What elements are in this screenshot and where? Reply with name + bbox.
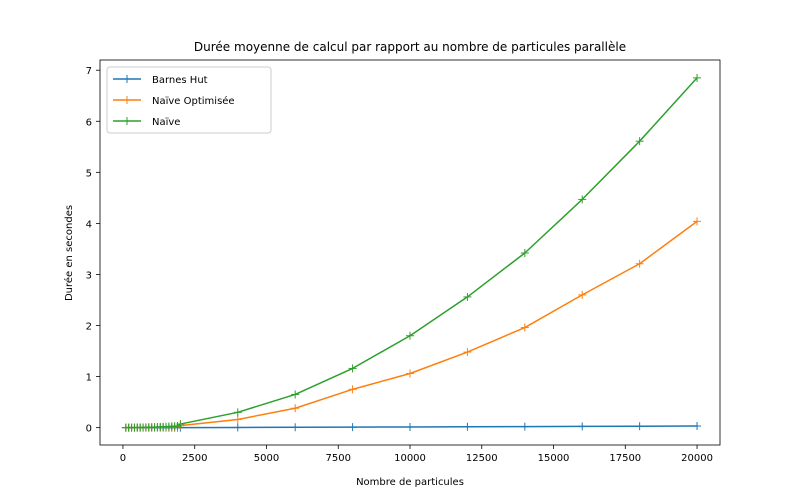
data-point (233, 423, 242, 432)
series-line (125, 220, 698, 429)
data-point (291, 423, 300, 432)
legend-item: Naïve Optimisée (113, 95, 235, 107)
legend-label: Naïve Optimisée (152, 95, 235, 107)
data-point (578, 422, 587, 431)
y-tick-label: 0 (86, 424, 92, 435)
data-point (348, 385, 357, 394)
y-axis-title: Durée en secondes (63, 205, 75, 301)
data-point (520, 422, 529, 431)
x-tick-label: 17500 (609, 453, 641, 464)
data-point (520, 249, 529, 258)
x-tick-label: 0 (120, 453, 126, 464)
data-point (348, 423, 357, 432)
legend-label: Naïve (152, 117, 180, 128)
data-point (693, 422, 702, 431)
y-tick-label: 5 (86, 168, 92, 179)
data-point (406, 422, 414, 431)
data-point (233, 408, 242, 417)
legend-label: Barnes Hut (152, 75, 208, 86)
x-axis-title: Nombre de particules (356, 477, 464, 488)
y-tick-label: 2 (86, 322, 92, 333)
data-point (635, 137, 644, 146)
data-point (693, 73, 702, 82)
data-point (348, 364, 357, 373)
x-tick-label: 10000 (394, 453, 426, 464)
x-tick-label: 2500 (182, 453, 207, 464)
legend-item: Naïve (113, 117, 180, 128)
data-point (233, 415, 242, 424)
legend: Barnes Hut Naïve Optimisée Naïve (106, 66, 272, 134)
data-point (578, 195, 587, 204)
y-tick-label: 3 (86, 270, 92, 281)
axes: 0 2500 5000 7500 10000 12500 15000 17500 20000 0 1… (86, 59, 721, 464)
data-point (176, 420, 185, 429)
y-tick-label: 4 (86, 219, 92, 230)
x-tick-label: 12500 (466, 453, 498, 464)
plot-area (121, 73, 702, 432)
x-tick-label: 20000 (681, 453, 713, 464)
data-point (635, 259, 644, 268)
data-point (406, 331, 414, 340)
legend-item: Barnes Hut (113, 75, 208, 86)
x-tick-label: 15000 (538, 453, 570, 464)
y-tick-label: 6 (86, 117, 92, 128)
data-point (406, 369, 414, 378)
y-tick-label: 1 (86, 373, 92, 384)
data-point (578, 290, 587, 299)
legend-box (106, 66, 272, 134)
data-point (291, 390, 300, 399)
data-point (291, 404, 300, 413)
x-tick-label: 7500 (326, 453, 351, 464)
chart-title: Durée moyenne de calcul par rapport au n… (194, 40, 626, 54)
y-tick-label: 7 (86, 66, 92, 77)
data-point (463, 348, 472, 357)
data-point (520, 323, 529, 332)
data-point (463, 422, 472, 431)
data-point (693, 217, 702, 226)
data-point (635, 422, 644, 431)
data-point (463, 292, 472, 301)
x-tick-label: 5000 (254, 453, 279, 464)
